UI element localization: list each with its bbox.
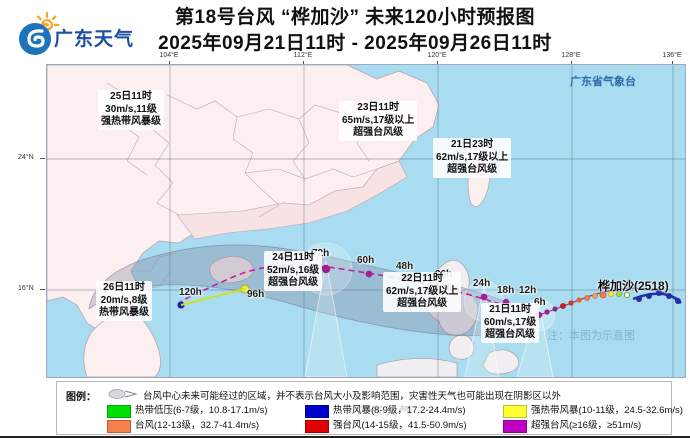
- hour-marker-48h: 48h: [396, 261, 414, 272]
- header: 广东天气 第18号台风 “桦加沙” 未来120小时预报图 2025年09月21日…: [0, 0, 690, 60]
- landmass-indochina: [83, 308, 161, 377]
- landmass-visayas: [448, 334, 475, 360]
- legend-watermark: 广东天气: [357, 404, 414, 418]
- legend-item-typhoon: 台风(12-13级，32.7-41.4m/s): [107, 419, 297, 433]
- brand-logo-text: 广东天气: [54, 29, 135, 50]
- title-line-1: 第18号台风 “桦加沙” 未来120小时预报图: [175, 7, 535, 28]
- page-title: 第18号台风 “桦加沙” 未来120小时预报图 2025年09月21日11时 -…: [120, 4, 590, 57]
- hour-marker-6h: 6h: [534, 297, 546, 308]
- legend-item-severe-tropical-storm: 强热带风暴(10-11级，24.5-32.6m/s): [503, 404, 683, 418]
- legend-item-severe-typhoon: 强台风(14-15级，41.5-50.9m/s): [305, 419, 495, 433]
- hour-marker-12h: 12h: [519, 285, 537, 296]
- weakening-segment: [180, 288, 246, 306]
- schematic-note: 注：本图为示意图: [547, 330, 635, 342]
- legend-item-tropical-storm: 热带风暴(8-9级，17.2-24.4m/s): [305, 404, 495, 418]
- map-canvas[interactable]: 120h 96h 72h 60h 48h 36h 24h 18h 12h 6h …: [46, 64, 686, 378]
- legend-label: 台风(12-13级，32.7-41.4m/s): [135, 420, 260, 431]
- forecast-label-21: 21日11时 60m/s,17级 超强台风级: [481, 303, 540, 343]
- legend-item-super-typhoon: 超强台风(≥16级，≥51m/s): [503, 419, 683, 433]
- hour-marker-60h: 60h: [357, 255, 375, 266]
- legend-label: 热带低压(6-7级，10.8-17.1m/s): [135, 405, 268, 416]
- bottom-border: [0, 436, 690, 438]
- graticule: [47, 65, 685, 377]
- longitude-axis: 104°E 112°E 120°E 128°E 136°E: [0, 52, 690, 66]
- landmass-borneo: [376, 358, 458, 377]
- cone-swatch-icon: [108, 389, 138, 399]
- landmass-guangdong: [176, 160, 408, 240]
- legend-swatch: [503, 420, 527, 433]
- legend-label: 超强台风(≥16级，≥51m/s): [531, 420, 642, 431]
- lon-tick-label: 136°E: [662, 52, 682, 59]
- legend-label: 强热带风暴(10-11级，24.5-32.6m/s): [531, 405, 683, 416]
- agency-label: 广东省气象台: [570, 76, 636, 88]
- historical-track-blue: [632, 292, 682, 304]
- lat-tick-label: 16°N: [18, 285, 34, 292]
- forecast-label-22: 22日11时 62m/s,17级以上 超强台风级: [383, 272, 462, 312]
- lon-tick-label: 120°E: [427, 52, 447, 59]
- legend-title: 图例：: [66, 392, 96, 403]
- brand-logo: 广东天气: [6, 10, 133, 56]
- legend-label: 强台风(14-15级，41.5-50.9m/s): [333, 420, 467, 431]
- legend-swatch: [305, 405, 329, 418]
- lon-tick-label: 112°E: [293, 52, 313, 59]
- hour-marker-120h: 120h: [179, 287, 202, 298]
- lon-tick-label: 128°E: [561, 52, 581, 59]
- legend-cone-note: 台风中心未来可能经过的区域，并不表示台风大小及影响范围，灾害性天气也可能出现在阴…: [143, 391, 562, 402]
- legend-panel: 图例： 台风中心未来可能经过的区域，并不表示台风大小及影响范围，灾害性天气也可能…: [56, 381, 683, 435]
- forecast-label-26: 26日11时 20m/s,8级 热带风暴级: [96, 281, 152, 321]
- lat-tick-label: 24°N: [18, 154, 34, 161]
- hour-marker-24h: 24h: [473, 278, 491, 289]
- legend-swatch: [107, 420, 131, 433]
- forecast-label-24: 24日11时 52m/s,16级 超强台风级: [264, 251, 323, 291]
- hour-marker-96h: 96h: [247, 289, 265, 300]
- forecast-label-25: 25日11时 30m/s,11级 强热带风暴级: [98, 90, 164, 130]
- forecast-label-21-23: 21日23时 62m/s,17级以上 超强台风级: [433, 138, 512, 178]
- forecast-label-23: 23日11时 65m/s,17级以上 超强台风级: [339, 101, 418, 141]
- legend-item-tropical-depression: 热带低压(6-7级，10.8-17.1m/s): [107, 404, 297, 418]
- swirl-icon: [19, 23, 51, 55]
- title-line-2: 2025年09月21日11时 - 2025年09月26日11时: [158, 33, 552, 54]
- landmass-mindanao: [482, 349, 519, 375]
- forecast-track-line: [180, 264, 540, 316]
- storm-name-label: 桦加沙(2518): [598, 279, 669, 293]
- landmass-hainan: [209, 256, 254, 284]
- hour-marker-18h: 18h: [497, 285, 515, 296]
- legend-swatch: [503, 405, 527, 418]
- lon-tick-label: 104°E: [159, 52, 179, 59]
- legend-label: 热带风暴(8-9级，17.2-24.4m/s): [333, 405, 466, 416]
- legend-swatch: [107, 405, 131, 418]
- legend-swatch: [305, 420, 329, 433]
